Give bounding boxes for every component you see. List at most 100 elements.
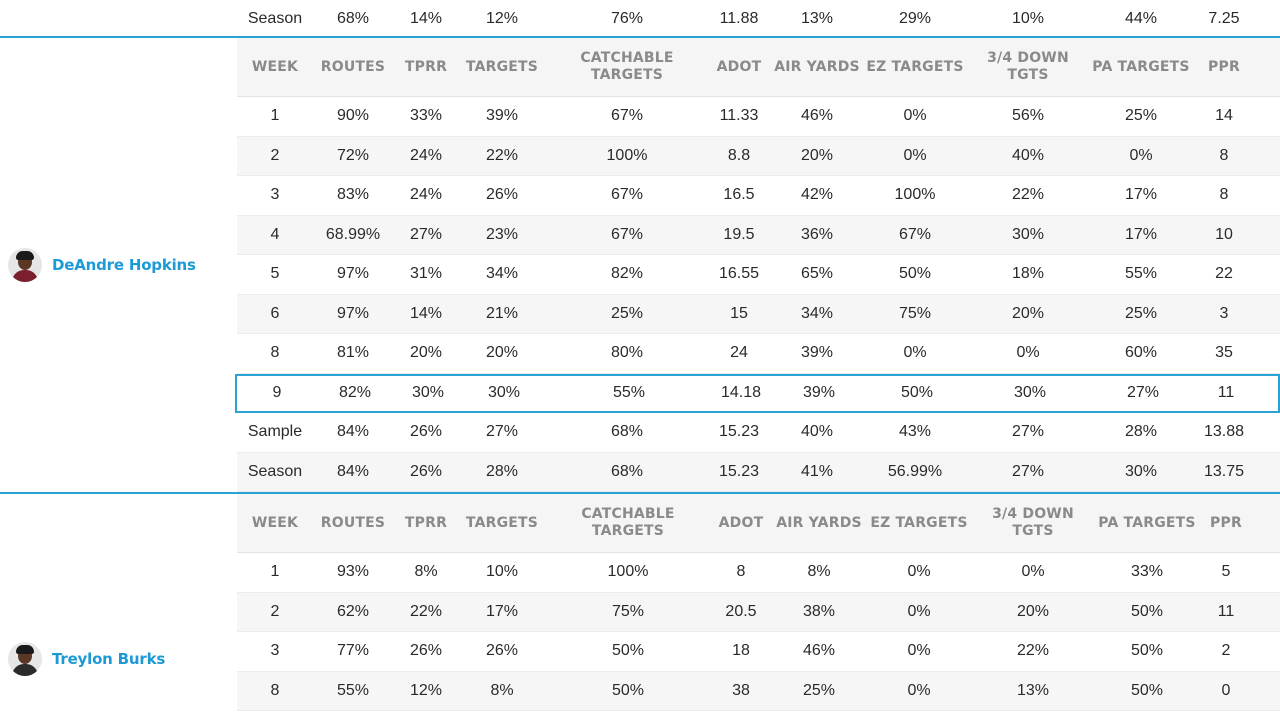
stat-cell-routes: 90% bbox=[336, 107, 370, 125]
stat-cell-ppr: 13.88 bbox=[1203, 423, 1245, 441]
player-name-link[interactable]: Treylon Burks bbox=[52, 650, 166, 668]
week-cell: 4 bbox=[270, 225, 280, 243]
column-header-week: WEEK bbox=[251, 58, 299, 75]
table-row[interactable]: Season 84% 26% 28% 68% 15.23 41% 56.99% 27% 30% 13… bbox=[237, 452, 1280, 492]
stat-cell-routes: 68.99% bbox=[325, 225, 381, 243]
stat-cell-routes: 62% bbox=[336, 602, 370, 620]
stat-cell-3-4-down-tgts: 56% bbox=[1011, 107, 1045, 125]
stat-cell-catchable-targets: 50% bbox=[611, 642, 645, 660]
stat-cell-catchable-targets: 82% bbox=[610, 265, 644, 283]
column-header-air-yards: AIR YARDS bbox=[774, 58, 860, 75]
table-row[interactable]: 1 90% 33% 39% 67% 11.33 46% 0% 56% 25% 14 bbox=[237, 97, 1280, 137]
stat-cell-adot: 16.5 bbox=[723, 186, 755, 204]
stat-cell-adot: 19.5 bbox=[723, 225, 755, 243]
stat-cell-routes: 55% bbox=[336, 681, 370, 699]
stat-cell-adot: 15.23 bbox=[718, 462, 760, 480]
stat-cell-tprr: 26% bbox=[409, 462, 443, 480]
stat-cell-air-yards: 39% bbox=[800, 344, 834, 362]
stat-cell-ppr: 5 bbox=[1221, 563, 1231, 581]
player-info[interactable]: DeAndre Hopkins bbox=[8, 248, 196, 282]
stat-cell: 7.25 bbox=[1208, 10, 1240, 27]
table-row[interactable]: 5 97% 31% 34% 82% 16.55 65% 50% 18% 55% 22 bbox=[237, 255, 1280, 295]
stat-cell-routes: 82% bbox=[338, 384, 372, 402]
column-header-pa-targets: PA TARGETS bbox=[1098, 514, 1196, 531]
table-row[interactable]: 8 55% 12% 8% 50% 38 25% 0% 13% 50% 0 bbox=[237, 671, 1280, 711]
stat-cell-ppr: 14 bbox=[1215, 107, 1233, 125]
stat-cell-air-yards: 25% bbox=[802, 681, 836, 699]
table-row[interactable]: 6 97% 14% 21% 25% 15 34% 75% 20% 25% 3 bbox=[237, 294, 1280, 334]
table-row[interactable]: 1 93% 8% 10% 100% 8 8% 0% 0% 33% 5 bbox=[237, 553, 1280, 593]
column-header-routes: ROUTES bbox=[320, 514, 386, 531]
stat-cell-adot: 20.5 bbox=[725, 602, 757, 620]
player-info[interactable]: Treylon Burks bbox=[8, 642, 165, 676]
stat-cell-ez-targets: 50% bbox=[900, 384, 934, 402]
column-header-pa-targets: PA TARGETS bbox=[1092, 58, 1190, 75]
table-row[interactable]: 2 62% 22% 17% 75% 20.5 38% 0% 20% 50% 11 bbox=[237, 592, 1280, 632]
table-row[interactable]: 2 72% 24% 22% 100% 8.8 20% 0% 40% 0% 8 bbox=[237, 136, 1280, 176]
week-cell: 3 bbox=[270, 642, 280, 660]
stat-cell-routes: 83% bbox=[336, 186, 370, 204]
stat-cell-ez-targets: 100% bbox=[894, 186, 936, 204]
stat-cell-pa-targets: 25% bbox=[1124, 107, 1158, 125]
stat-cell-air-yards: 46% bbox=[802, 642, 836, 660]
week-cell: 6 bbox=[270, 304, 280, 322]
stat-cell-tprr: 24% bbox=[409, 186, 443, 204]
stat-cell: 68% bbox=[336, 10, 370, 27]
column-header-ez-targets: EZ TARGETS bbox=[866, 58, 964, 75]
week-cell: 8 bbox=[270, 681, 280, 699]
stat-cell-catchable-targets: 68% bbox=[610, 462, 644, 480]
stat-cell-ppr: 10 bbox=[1215, 225, 1233, 243]
stat-cell-3-4-down-tgts: 20% bbox=[1011, 304, 1045, 322]
column-header-3-4-down-tgts: 3/4 DOWN TGTS bbox=[992, 506, 1074, 539]
stat-cell-ez-targets: 0% bbox=[907, 642, 931, 660]
player-headshot-icon bbox=[8, 248, 42, 282]
stat-cell-3-4-down-tgts: 22% bbox=[1011, 186, 1045, 204]
stat-cell-ppr: 0 bbox=[1221, 681, 1231, 699]
player-name-link[interactable]: DeAndre Hopkins bbox=[52, 256, 196, 274]
stat-cell-ez-targets: 0% bbox=[907, 602, 931, 620]
stat-cell-catchable-targets: 68% bbox=[610, 423, 644, 441]
stat-cell-tprr: 33% bbox=[409, 107, 443, 125]
stat-cell-ez-targets: 0% bbox=[903, 107, 927, 125]
stat-cell-routes: 72% bbox=[336, 146, 370, 164]
stat-cell-pa-targets: 0% bbox=[1129, 146, 1153, 164]
table-header-row: WEEK ROUTES TPRR TARGETS CATCHABLE TARGETS AD… bbox=[237, 38, 1280, 97]
stat-cell-air-yards: 46% bbox=[800, 107, 834, 125]
stat-cell-targets: 23% bbox=[485, 225, 519, 243]
stat-cell-air-yards: 65% bbox=[800, 265, 834, 283]
table-row[interactable]: 8 81% 20% 20% 80% 24 39% 0% 0% 60% 35 bbox=[237, 334, 1280, 374]
table-row[interactable]: Sample 84% 26% 27% 68% 15.23 40% 43% 27% 28% 13.88 bbox=[237, 413, 1280, 453]
stat-cell: 13% bbox=[800, 10, 834, 27]
table-row[interactable]: 3 77% 26% 26% 50% 18 46% 0% 22% 50% 2 bbox=[237, 632, 1280, 672]
stat-cell-air-yards: 39% bbox=[802, 384, 836, 402]
player-block-treylon-burks: Treylon Burks WEEK ROUTES TPRR TARGETS CATCH… bbox=[0, 494, 1280, 720]
stat-cell-catchable-targets: 55% bbox=[612, 384, 646, 402]
stat-cell-tprr: 20% bbox=[409, 344, 443, 362]
stat-cell-pa-targets: 60% bbox=[1124, 344, 1158, 362]
stat-cell: 14% bbox=[409, 10, 443, 27]
stat-cell-routes: 93% bbox=[336, 563, 370, 581]
stat-cell-adot: 18 bbox=[732, 642, 750, 660]
stat-cell-targets: 10% bbox=[485, 563, 519, 581]
stat-cell-air-yards: 8% bbox=[807, 563, 831, 581]
stat-cell-catchable-targets: 100% bbox=[607, 563, 649, 581]
table-header-row: WEEK ROUTES TPRR TARGETS CATCHABLE TARGETS AD… bbox=[237, 494, 1280, 553]
table-row[interactable]: 4 68.99% 27% 23% 67% 19.5 36% 67% 30% 17% 10 bbox=[237, 215, 1280, 255]
stat-cell-tprr: 26% bbox=[409, 642, 443, 660]
week-cell: 2 bbox=[270, 602, 280, 620]
column-header-ppr: PPR bbox=[1208, 58, 1240, 75]
stat-cell-tprr: 22% bbox=[409, 602, 443, 620]
stat-cell-ppr: 35 bbox=[1215, 344, 1233, 362]
table-row[interactable]: 3 83% 24% 26% 67% 16.5 42% 100% 22% 17% 8 bbox=[237, 176, 1280, 216]
column-header-tprr: TPRR bbox=[404, 514, 448, 531]
stat-cell-pa-targets: 50% bbox=[1130, 602, 1164, 620]
stat-cell-ppr: 3 bbox=[1219, 304, 1229, 322]
stat-cell-tprr: 30% bbox=[411, 384, 445, 402]
stat-cell-3-4-down-tgts: 20% bbox=[1016, 602, 1050, 620]
stat-cell-air-yards: 20% bbox=[800, 146, 834, 164]
week-cell: 2 bbox=[270, 146, 280, 164]
table-row[interactable]: 9 82% 30% 30% 55% 14.18 39% 50% 30% 27% 11 bbox=[235, 373, 1280, 413]
stat-cell-catchable-targets: 80% bbox=[610, 344, 644, 362]
stat-cell-air-yards: 38% bbox=[802, 602, 836, 620]
stat-cell-catchable-targets: 67% bbox=[610, 225, 644, 243]
